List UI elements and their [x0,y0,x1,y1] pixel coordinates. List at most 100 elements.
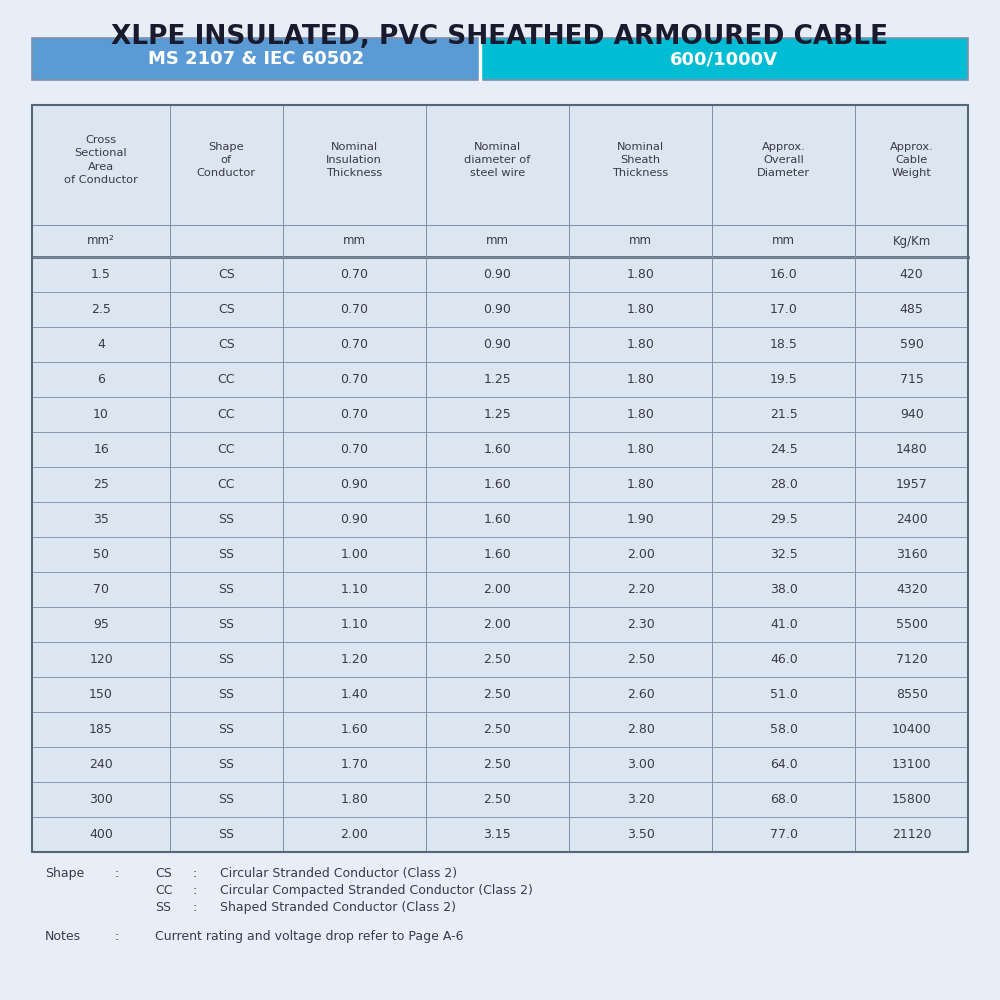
Text: SS: SS [218,618,234,631]
Text: MS 2107 & IEC 60502: MS 2107 & IEC 60502 [148,50,364,68]
Text: 1.80: 1.80 [627,373,655,386]
Text: 150: 150 [89,688,113,701]
Text: :: : [115,867,119,880]
Bar [480,38,968,80]
Text: 15800: 15800 [892,793,932,806]
Text: 1.20: 1.20 [340,653,368,666]
Text: 0.90: 0.90 [340,478,368,491]
Text: 4320: 4320 [896,583,928,596]
Text: SS: SS [155,901,171,914]
Text: 2.30: 2.30 [627,618,655,631]
Text: 0.70: 0.70 [340,373,368,386]
Text: 2400: 2400 [896,513,928,526]
Text: 0.90: 0.90 [340,513,368,526]
Text: SS: SS [218,548,234,561]
Text: SS: SS [218,513,234,526]
Text: 1.80: 1.80 [340,793,368,806]
Text: SS: SS [218,583,234,596]
Text: 0.90: 0.90 [484,303,511,316]
Text: 1.80: 1.80 [627,268,655,281]
Text: 95: 95 [93,618,109,631]
Text: 1.25: 1.25 [484,373,511,386]
Text: 185: 185 [89,723,113,736]
Text: 600/1000V: 600/1000V [670,50,778,68]
Text: 6: 6 [97,373,105,386]
Text: 3160: 3160 [896,548,928,561]
Text: 400: 400 [89,828,113,841]
Text: 28.0: 28.0 [770,478,798,491]
Text: 7120: 7120 [896,653,928,666]
Text: 2.50: 2.50 [484,793,511,806]
Text: CS: CS [218,303,235,316]
Text: 240: 240 [89,758,113,771]
Text: 1.80: 1.80 [627,303,655,316]
Text: :: : [115,930,119,943]
Text: CC: CC [155,884,173,897]
Text: 1.60: 1.60 [484,478,511,491]
Text: 2.50: 2.50 [484,688,511,701]
Text: SS: SS [218,758,234,771]
Text: 5500: 5500 [896,618,928,631]
Text: 0.70: 0.70 [340,408,368,421]
Text: 1.10: 1.10 [340,618,368,631]
Text: 120: 120 [89,653,113,666]
Text: 13100: 13100 [892,758,932,771]
Text: SS: SS [218,793,234,806]
Text: 1.90: 1.90 [627,513,655,526]
Bar [32,38,968,80]
Text: 2.5: 2.5 [91,303,111,316]
Text: Kg/Km: Kg/Km [893,234,931,247]
Text: CC: CC [218,373,235,386]
Text: 50: 50 [93,548,109,561]
Text: 1.80: 1.80 [627,478,655,491]
Text: 3.00: 3.00 [627,758,655,771]
Text: SS: SS [218,828,234,841]
Text: 2.80: 2.80 [627,723,655,736]
Text: CS: CS [218,268,235,281]
Text: 2.00: 2.00 [340,828,368,841]
Text: XLPE INSULATED, PVC SHEATHED ARMOURED CABLE: XLPE INSULATED, PVC SHEATHED ARMOURED CA… [111,24,889,50]
Text: Current rating and voltage drop refer to Page A-6: Current rating and voltage drop refer to… [155,930,464,943]
Text: 2.20: 2.20 [627,583,655,596]
Text: Shaped Stranded Conductor (Class 2): Shaped Stranded Conductor (Class 2) [220,901,456,914]
Bar [32,105,968,852]
Text: mm: mm [486,234,509,247]
Text: 19.5: 19.5 [770,373,798,386]
Text: mm: mm [772,234,795,247]
Text: 420: 420 [900,268,924,281]
Text: 3.15: 3.15 [484,828,511,841]
Text: 1.5: 1.5 [91,268,111,281]
Text: 1.80: 1.80 [627,338,655,351]
Text: CC: CC [218,443,235,456]
Text: CC: CC [218,478,235,491]
Text: 0.70: 0.70 [340,303,368,316]
Text: Nominal
Insulation
Thickness: Nominal Insulation Thickness [326,142,382,178]
Text: 1.60: 1.60 [340,723,368,736]
Text: 2.50: 2.50 [484,653,511,666]
Text: 0.90: 0.90 [484,268,511,281]
Text: CS: CS [218,338,235,351]
Text: 2.00: 2.00 [484,583,511,596]
Text: 77.0: 77.0 [770,828,798,841]
Text: 1480: 1480 [896,443,928,456]
Text: 24.5: 24.5 [770,443,798,456]
Text: 0.90: 0.90 [484,338,511,351]
Text: 715: 715 [900,373,924,386]
Text: 2.50: 2.50 [627,653,655,666]
Text: 2.50: 2.50 [484,723,511,736]
Text: 58.0: 58.0 [770,723,798,736]
Text: mm: mm [629,234,652,247]
Text: 2.50: 2.50 [484,758,511,771]
Text: 32.5: 32.5 [770,548,798,561]
Text: 300: 300 [89,793,113,806]
Text: 940: 940 [900,408,924,421]
Text: 1.60: 1.60 [484,443,511,456]
Text: 1.40: 1.40 [340,688,368,701]
Text: 2.00: 2.00 [484,618,511,631]
Text: Approx.
Cable
Weight: Approx. Cable Weight [890,142,934,178]
Text: 3.50: 3.50 [627,828,655,841]
Text: 21.5: 21.5 [770,408,798,421]
Text: 1.60: 1.60 [484,548,511,561]
Text: 10: 10 [93,408,109,421]
Text: 46.0: 46.0 [770,653,798,666]
